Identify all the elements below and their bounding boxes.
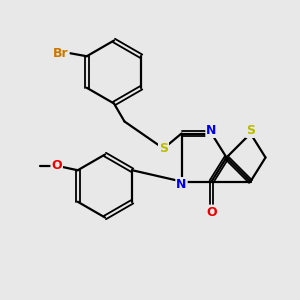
Text: S: S: [159, 142, 168, 155]
Text: N: N: [206, 124, 217, 137]
Text: Br: Br: [53, 47, 68, 60]
Text: S: S: [246, 124, 255, 137]
Text: N: N: [176, 178, 187, 191]
Text: O: O: [51, 159, 62, 172]
Text: O: O: [206, 206, 217, 219]
